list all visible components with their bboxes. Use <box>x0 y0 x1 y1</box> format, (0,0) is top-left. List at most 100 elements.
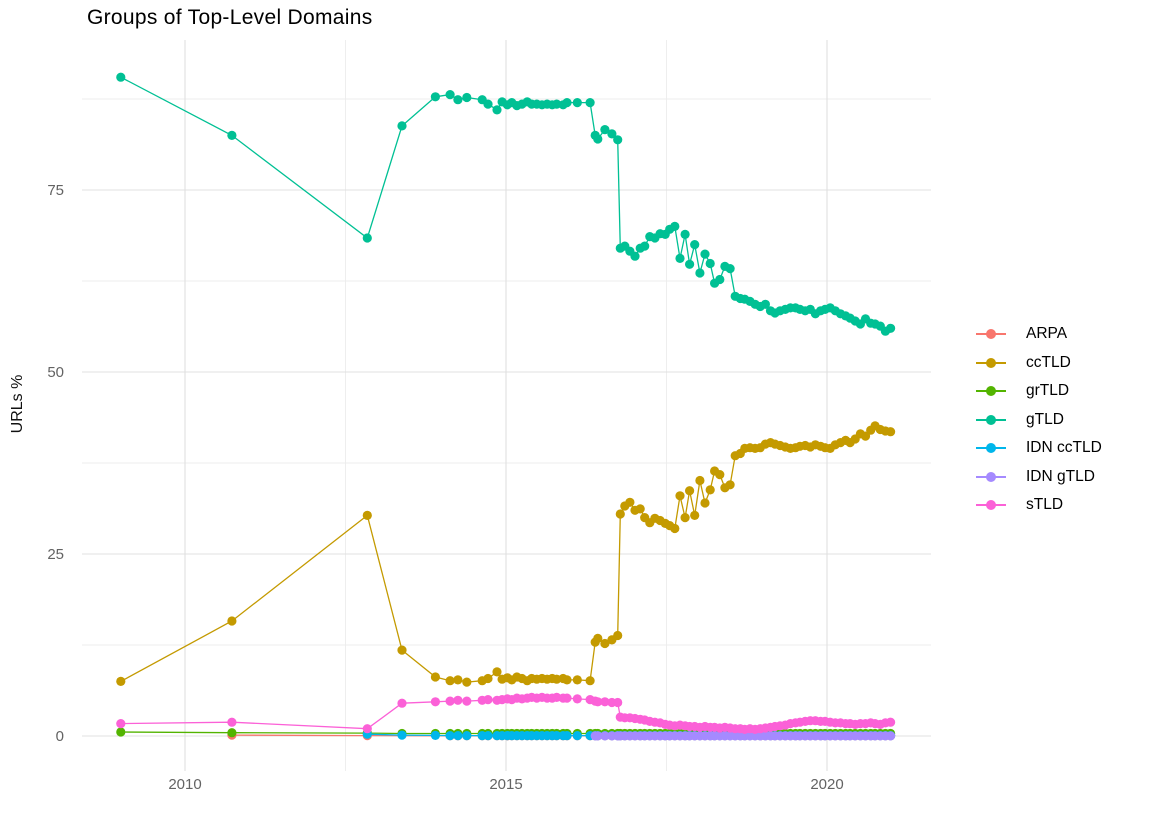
data-point-gTLD <box>886 323 896 333</box>
legend-label: IDN ccTLD <box>1026 439 1102 457</box>
data-point-ccTLD <box>593 633 603 644</box>
data-point-ccTLD <box>462 677 472 687</box>
data-point-ccTLD <box>715 470 725 480</box>
data-point-ccTLD <box>613 630 623 641</box>
x-tick-label: 2010 <box>168 776 201 793</box>
data-point-ccTLD <box>562 675 572 685</box>
data-point-IDN ccTLD <box>462 731 472 741</box>
data-point-ccTLD <box>362 510 372 520</box>
legend-item-arpa: ARPA <box>976 320 1102 349</box>
y-tick-label: 0 <box>56 728 64 745</box>
legend-label: gTLD <box>1026 410 1064 428</box>
data-point-gTLD <box>462 92 472 103</box>
data-point-gTLD <box>725 264 735 274</box>
data-point-gTLD <box>492 105 502 115</box>
legend-label: sTLD <box>1026 496 1064 514</box>
data-point-sTLD <box>462 696 472 706</box>
data-point-gTLD <box>760 299 771 309</box>
legend-item-idn-gtld: IDN gTLD <box>976 463 1102 492</box>
legend-key-icon <box>976 471 1006 483</box>
x-tick-label: 2020 <box>810 776 843 793</box>
data-point-sTLD <box>227 717 237 727</box>
data-point-gTLD <box>483 99 493 109</box>
data-point-gTLD <box>572 98 582 108</box>
data-point-ccTLD <box>483 673 493 684</box>
data-point-IDN ccTLD <box>453 731 463 741</box>
data-point-gTLD <box>700 249 710 259</box>
data-point-ccTLD <box>860 431 871 441</box>
data-point-sTLD <box>572 694 582 704</box>
data-point-IDN ccTLD <box>483 731 493 741</box>
data-point-ccTLD <box>690 510 700 520</box>
data-point-ccTLD <box>600 638 610 649</box>
legend-item-cctld: ccTLD <box>976 349 1102 378</box>
data-point-ccTLD <box>670 523 680 534</box>
data-point-IDN ccTLD <box>397 730 407 740</box>
data-point-ccTLD <box>430 672 440 682</box>
data-point-IDN ccTLD <box>552 731 562 741</box>
data-point-sTLD <box>483 695 493 705</box>
data-point-ccTLD <box>625 497 635 507</box>
data-point-ccTLD <box>695 475 705 486</box>
data-point-ccTLD <box>700 498 710 508</box>
legend-key-icon <box>976 499 1006 511</box>
legend-key-icon <box>976 414 1006 426</box>
data-point-sTLD <box>613 697 623 708</box>
data-point-sTLD <box>593 697 603 707</box>
legend-label: ccTLD <box>1026 353 1071 371</box>
data-point-gTLD <box>675 253 685 263</box>
legend-key-icon <box>976 442 1006 454</box>
data-point-ccTLD <box>680 513 690 523</box>
data-point-sTLD <box>362 724 372 734</box>
data-point-sTLD <box>886 717 896 727</box>
legend-item-grtld: grTLD <box>976 377 1102 406</box>
data-point-ccTLD <box>675 491 685 501</box>
data-point-ccTLD <box>685 486 695 496</box>
data-point-IDN ccTLD <box>562 731 572 741</box>
x-tick-label: 2015 <box>489 776 522 793</box>
data-point-ccTLD <box>227 616 237 626</box>
data-point-gTLD <box>680 229 690 239</box>
legend-label: ARPA <box>1026 325 1068 343</box>
data-point-sTLD <box>445 696 455 706</box>
data-point-ccTLD <box>725 480 735 490</box>
data-point-gTLD <box>362 233 372 243</box>
y-axis-title: URLs % <box>9 375 26 434</box>
data-point-gTLD <box>600 125 610 135</box>
data-point-ccTLD <box>492 667 502 677</box>
data-point-gTLD <box>630 251 640 261</box>
data-point-gTLD <box>453 95 463 105</box>
data-point-gTLD <box>430 92 440 102</box>
data-point-gTLD <box>585 98 595 108</box>
data-point-ccTLD <box>615 509 625 519</box>
data-point-gTLD <box>593 134 603 144</box>
data-point-sTLD <box>453 695 463 705</box>
data-point-IDN gTLD <box>593 731 603 741</box>
data-point-gTLD <box>613 135 623 145</box>
data-point-sTLD <box>116 719 126 729</box>
data-point-gTLD <box>116 72 126 82</box>
data-point-gTLD <box>695 268 705 278</box>
data-point-gTLD <box>227 130 237 140</box>
data-point-gTLD <box>705 258 715 269</box>
chart-title: Groups of Top-Level Domains <box>87 6 373 29</box>
legend-key-icon <box>976 328 1006 340</box>
data-point-IDN ccTLD <box>445 731 455 741</box>
legend-item-idn-cctld: IDN ccTLD <box>976 434 1102 463</box>
data-point-ccTLD <box>886 427 896 437</box>
legend-item-gtld: gTLD <box>976 406 1102 435</box>
legend-item-stld: sTLD <box>976 491 1102 520</box>
data-point-gTLD <box>445 90 455 100</box>
data-point-gTLD <box>685 259 695 269</box>
data-point-ccTLD <box>585 676 595 686</box>
y-tick-label: 25 <box>47 546 64 563</box>
data-point-gTLD <box>640 241 650 251</box>
legend-key-icon <box>976 385 1006 397</box>
data-point-gTLD <box>715 274 725 285</box>
data-point-grTLD <box>116 727 126 737</box>
data-point-ccTLD <box>635 504 645 514</box>
legend-label: grTLD <box>1026 382 1070 400</box>
data-point-gTLD <box>397 121 407 131</box>
